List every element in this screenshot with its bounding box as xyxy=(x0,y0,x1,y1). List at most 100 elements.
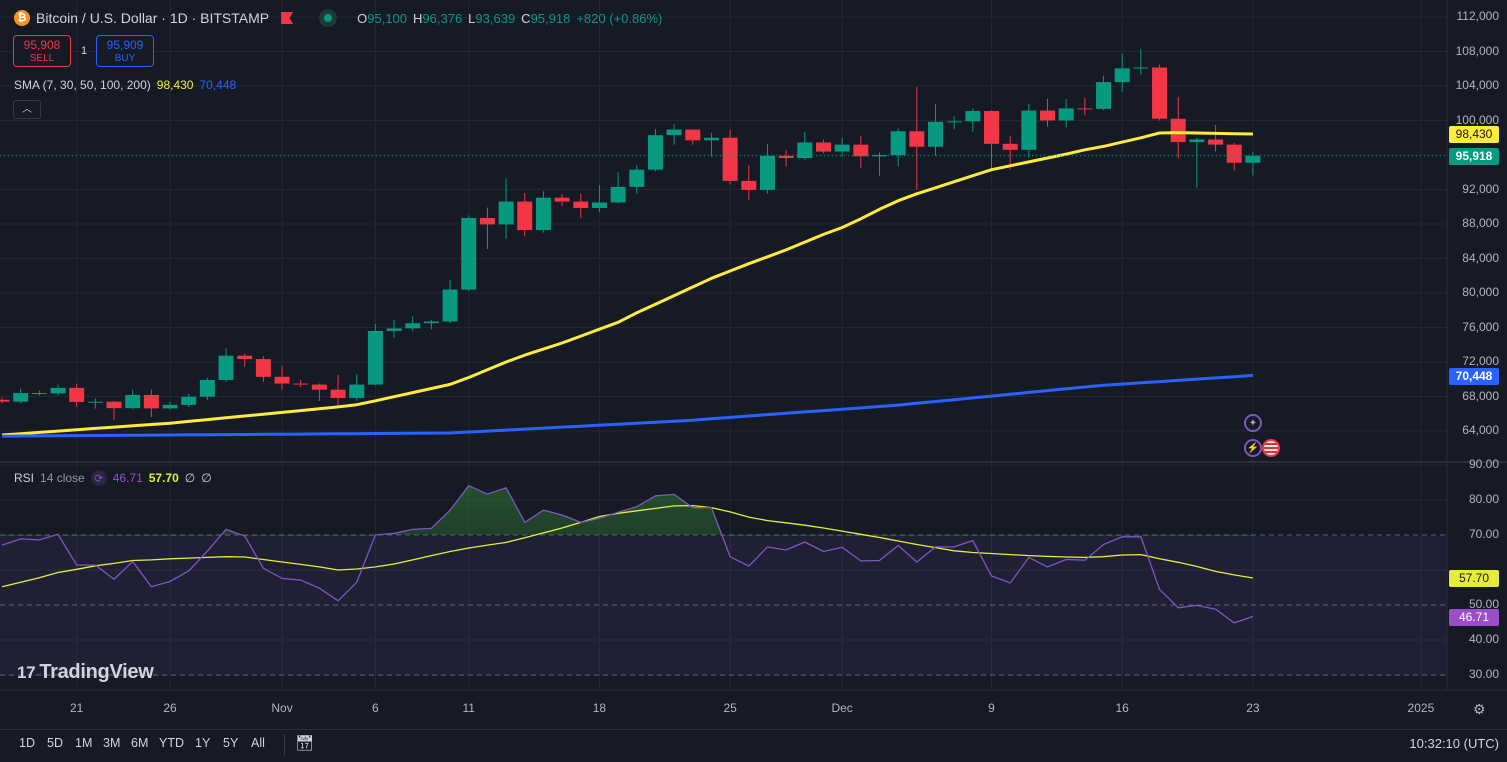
settings-gear-icon[interactable]: ⚙ xyxy=(1473,701,1486,717)
time-axis-label: 6 xyxy=(372,701,379,715)
candle-down xyxy=(909,86,925,190)
sma-legend[interactable]: SMA (7, 30, 50, 100, 200) 98,430 70,448 xyxy=(14,78,236,92)
collapse-legend-button[interactable]: ︿ xyxy=(13,100,41,119)
range-button-ytd[interactable]: YTD xyxy=(159,736,184,750)
candle-body xyxy=(1114,68,1130,83)
range-button-3m[interactable]: 3M xyxy=(103,736,121,750)
rsi-axis-label: 50.00 xyxy=(1468,597,1499,611)
time-axis-label: 25 xyxy=(723,701,737,715)
candle-up xyxy=(946,116,962,130)
candle-body xyxy=(442,289,458,322)
candle-body xyxy=(367,330,383,385)
candle-body xyxy=(778,155,794,159)
sma-blue-value: 70,448 xyxy=(199,78,237,92)
price-axis-label: 108,000 xyxy=(1455,43,1499,58)
candle-body xyxy=(1152,67,1168,119)
sell-button[interactable]: 95,908 SELL xyxy=(13,35,71,67)
candle-down xyxy=(274,365,290,390)
candle-up xyxy=(13,388,29,404)
candle-up xyxy=(1114,53,1130,93)
candle-body xyxy=(1245,155,1261,163)
candle-up xyxy=(759,143,775,194)
candle-body xyxy=(181,396,197,405)
price-axis-label: 88,000 xyxy=(1462,216,1499,230)
range-button-1y[interactable]: 1Y xyxy=(195,736,211,750)
candle-body xyxy=(666,129,682,136)
candle-body xyxy=(13,393,29,402)
time-axis-label: 18 xyxy=(592,701,607,715)
quantity[interactable]: 1 xyxy=(81,45,88,57)
candle-body xyxy=(759,155,775,190)
candle-body xyxy=(853,144,869,157)
candle-body xyxy=(106,401,122,409)
candle-up xyxy=(629,165,645,194)
rsi-pane xyxy=(1,484,1254,624)
candle-body xyxy=(984,111,1000,144)
range-button-6m[interactable]: 6M xyxy=(131,736,149,750)
price-axis-label: 80,000 xyxy=(1462,285,1499,299)
flag-icon[interactable] xyxy=(281,12,294,24)
price-axis-label: 64,000 xyxy=(1462,423,1499,437)
candle-body xyxy=(1133,67,1149,69)
candle-body xyxy=(1002,143,1018,150)
candle-body xyxy=(1226,144,1242,163)
range-button-1m[interactable]: 1M xyxy=(75,736,93,750)
candle-body xyxy=(610,186,626,203)
candle-up xyxy=(405,316,421,331)
candle-body xyxy=(1040,110,1056,121)
sell-label: SELL xyxy=(29,53,55,64)
price-axis-label: 92,000 xyxy=(1462,181,1499,196)
bitcoin-icon: ₿ xyxy=(14,10,30,26)
symbol-title[interactable]: Bitcoin / U.S. Dollar · 1D · BITSTAMP xyxy=(36,10,270,26)
candle-up xyxy=(199,377,215,400)
range-button-1d[interactable]: 1D xyxy=(19,736,35,750)
candle-body xyxy=(517,201,533,231)
candle-body xyxy=(423,321,439,324)
lightning-event-icon[interactable]: ⚡ xyxy=(1244,439,1262,457)
range-button-5d[interactable]: 5D xyxy=(47,736,63,750)
sparkle-event-icon[interactable]: ✦ xyxy=(1244,414,1262,432)
candle-down xyxy=(815,139,831,154)
candle-down xyxy=(853,136,869,168)
rsi-value: 46.71 xyxy=(112,471,143,485)
rsi-ma-tag: 57.70 xyxy=(1449,570,1499,587)
ohlc-close-key: C xyxy=(521,10,531,26)
candle-down xyxy=(255,355,271,382)
rsi-params: 14 close xyxy=(40,471,85,485)
tradingview-logo-text: TradingView xyxy=(39,661,154,683)
candle-body xyxy=(965,111,981,122)
candle-body xyxy=(162,404,178,409)
price-axis-label: 76,000 xyxy=(1462,319,1499,334)
candle-up xyxy=(666,123,682,145)
candle-body xyxy=(815,142,831,152)
candle-down xyxy=(143,389,159,418)
rsi-axis-label: 80.00 xyxy=(1468,492,1499,506)
range-button-all[interactable]: All xyxy=(251,736,265,750)
candle-up xyxy=(890,128,906,167)
buy-label: BUY xyxy=(114,53,136,64)
candle-body xyxy=(386,328,402,331)
range-button-5y[interactable]: 5Y xyxy=(223,736,239,750)
sma-label: SMA (7, 30, 50, 100, 200) xyxy=(14,78,151,92)
candle-down xyxy=(293,379,309,388)
buy-button[interactable]: 95,909 BUY xyxy=(96,35,154,67)
rsi-na-2: ∅ xyxy=(201,471,212,485)
candle-up xyxy=(591,185,607,212)
candle-body xyxy=(909,131,925,147)
us-flag-event-icon[interactable] xyxy=(1262,439,1280,457)
rsi-legend[interactable]: RSI 14 close ⟳ 46.71 57.70 ∅ ∅ xyxy=(14,470,212,486)
candle-body xyxy=(871,155,887,157)
candle-body xyxy=(1077,108,1093,110)
sell-price: 95,908 xyxy=(23,38,61,52)
clock-time[interactable]: 10:32:10 (UTC) xyxy=(1409,736,1499,751)
refresh-icon[interactable]: ⟳ xyxy=(90,470,107,486)
candle-up xyxy=(386,319,402,338)
go-to-date-calendar-icon[interactable]: 📅︎ xyxy=(295,735,315,752)
rsi-value-tag: 46.71 xyxy=(1449,609,1499,626)
symbol-legend[interactable]: ₿ Bitcoin / U.S. Dollar · 1D · BITSTAMP … xyxy=(14,9,662,27)
candle-body xyxy=(1208,139,1224,145)
buy-price: 95,909 xyxy=(106,38,144,52)
tradingview-logo[interactable]: 17 TradingView xyxy=(17,661,154,684)
time-axis-label: 11 xyxy=(462,701,475,715)
